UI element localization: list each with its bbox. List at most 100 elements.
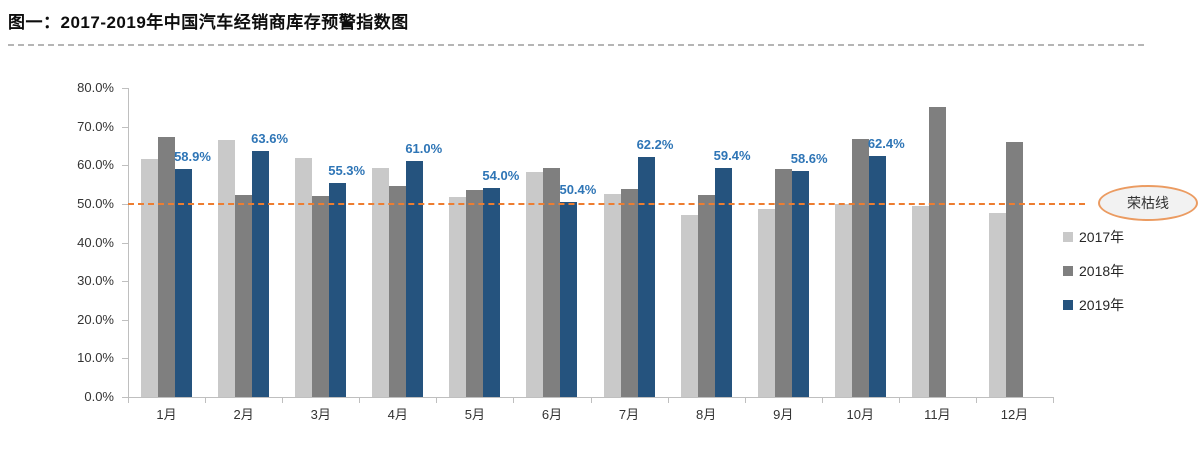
bar-2019年-6月 (560, 202, 578, 397)
y-axis-tick-label: 30.0% (77, 273, 114, 289)
y-axis-tick-label: 40.0% (77, 234, 114, 250)
data-label-2019年-5月: 54.0% (482, 168, 520, 184)
data-label-2019年-4月: 61.0% (405, 141, 443, 157)
bar-2017年-4月 (372, 168, 390, 397)
x-axis-tick-mark (205, 397, 207, 403)
x-axis-month-label: 2月 (233, 407, 254, 422)
bar-2018年-5月 (466, 189, 484, 397)
bar-2017年-9月 (757, 208, 775, 397)
bar-2018年-2月 (235, 194, 253, 397)
x-axis-tick-mark (513, 397, 515, 403)
x-axis-month-label: 9月 (773, 407, 794, 422)
x-axis-tick-mark (821, 397, 823, 403)
bar-2018年-3月 (312, 195, 330, 397)
chart-title: 图一：2017-2019年中国汽车经销商库存预警指数图 (8, 13, 409, 32)
legend-swatch-icon (1063, 300, 1073, 310)
bar-2017年-5月 (449, 196, 467, 397)
x-axis-month-label: 8月 (696, 407, 717, 422)
y-axis-tick-label: 80.0% (77, 80, 114, 95)
title-separator-dashed-line (8, 44, 1144, 46)
bar-2017年-10月 (834, 204, 852, 397)
x-axis-month-label: 1月 (156, 407, 177, 422)
bar-2019年-5月 (483, 188, 501, 397)
bar-2017年-12月 (988, 212, 1006, 397)
legend-swatch-icon (1063, 232, 1073, 242)
y-axis-tick-label: 60.0% (77, 157, 114, 173)
y-axis-tick-mark (122, 126, 128, 128)
legend-label: 2017年 (1079, 229, 1125, 245)
x-axis-month-label: 10月 (846, 407, 875, 422)
bar-2019年-7月 (637, 156, 655, 397)
legend-label: 2018年 (1079, 263, 1125, 279)
data-label-2019年-7月: 62.2% (636, 136, 674, 152)
bar-2018年-4月 (389, 186, 407, 397)
x-axis-tick-mark (1053, 397, 1054, 403)
bar-2018年-8月 (697, 195, 715, 397)
x-axis-tick-mark (667, 397, 669, 403)
legend-item-2019年: 2019年 (1063, 297, 1124, 313)
x-axis-month-label: 6月 (541, 407, 563, 422)
y-axis-tick-mark (122, 203, 128, 205)
data-label-2019年-8月: 59.4% (713, 147, 751, 163)
y-axis-line (128, 88, 129, 397)
bar-2019年-10月 (868, 155, 886, 397)
reference-line-50-percent (128, 202, 1085, 205)
bar-2017年-3月 (295, 157, 313, 397)
y-axis-tick-label: 20.0% (77, 311, 114, 327)
y-axis-tick-label: 70.0% (77, 118, 114, 134)
bar-2019年-1月 (175, 169, 192, 397)
legend-item-2017年: 2017年 (1063, 229, 1124, 245)
x-axis-tick-mark (128, 397, 129, 403)
bar-2018年-9月 (774, 169, 792, 397)
x-axis-month-label: 11月 (924, 407, 951, 422)
bar-2017年-8月 (680, 215, 698, 397)
bar-2018年-7月 (620, 188, 638, 397)
y-axis-tick-mark (122, 88, 128, 89)
legend-label: 2019年 (1079, 297, 1125, 313)
bar-2019年-2月 (252, 151, 270, 397)
bar-2018年-6月 (543, 168, 561, 397)
bar-2019年-8月 (714, 167, 732, 397)
legend-swatch-icon (1063, 266, 1073, 276)
y-axis-tick-label: 50.0% (77, 195, 114, 211)
data-label-2019年-9月: 58.6% (790, 150, 828, 166)
bar-2018年-11月 (928, 106, 946, 397)
bar-2017年-11月 (911, 205, 929, 397)
bar-2018年-1月 (158, 137, 175, 397)
y-axis-tick-mark (122, 281, 128, 283)
x-axis-tick-mark (359, 397, 361, 403)
bar-2017年-7月 (603, 194, 621, 397)
legend-item-2018年: 2018年 (1063, 263, 1124, 279)
x-axis-tick-mark (590, 397, 592, 403)
reference-line-label: 荣枯线 (1127, 195, 1169, 211)
data-label-2019年-10月: 62.4% (867, 135, 905, 151)
y-axis-tick-label: 0.0% (84, 389, 114, 404)
data-label-2019年-1月: 58.9% (174, 149, 211, 165)
bar-2018年-12月 (1005, 141, 1023, 397)
bar-2017年-6月 (526, 172, 544, 397)
x-axis-tick-mark (975, 397, 977, 403)
bar-2019年-3月 (329, 183, 347, 397)
y-axis-tick-mark (122, 319, 128, 321)
bar-2019年-9月 (791, 170, 809, 397)
reference-line-callout-bubble: 荣枯线 (1098, 185, 1198, 221)
y-axis-tick-mark (122, 165, 128, 167)
data-label-2019年-2月: 63.6% (251, 131, 289, 147)
data-label-2019年-3月: 55.3% (328, 163, 366, 179)
x-axis-tick-mark (744, 397, 746, 403)
data-label-2019年-6月: 50.4% (559, 182, 597, 198)
bar-2017年-1月 (141, 159, 158, 397)
bar-2019年-4月 (406, 161, 424, 397)
x-axis-month-label: 5月 (464, 407, 485, 422)
x-axis-tick-mark (898, 397, 900, 403)
y-axis-tick-mark (122, 242, 128, 244)
x-axis-tick-mark (436, 397, 438, 403)
y-axis-tick-mark (122, 397, 128, 398)
x-axis-month-label: 4月 (387, 407, 408, 422)
x-axis-tick-mark (282, 397, 284, 403)
x-axis-month-label: 12月 (1000, 407, 1029, 422)
x-axis-month-label: 3月 (310, 407, 331, 422)
